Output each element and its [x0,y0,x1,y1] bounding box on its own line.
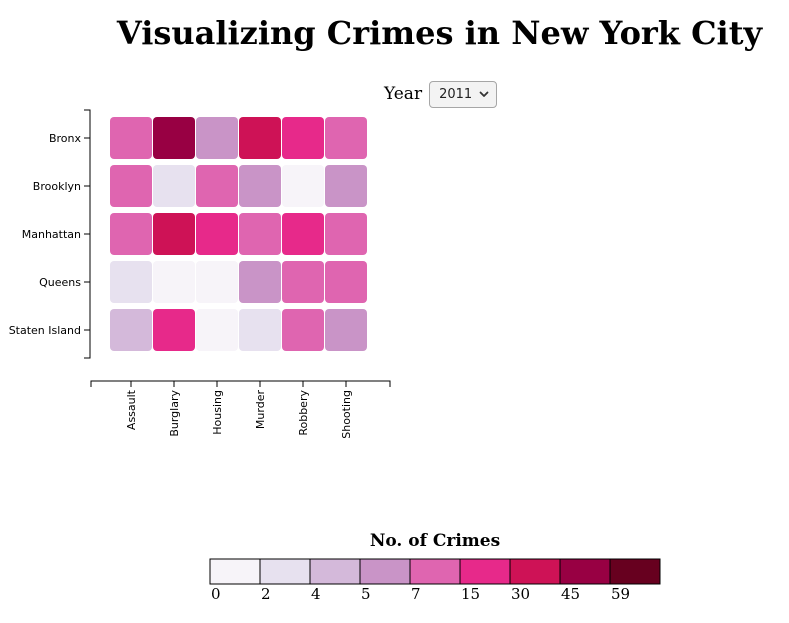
legend-label: 5 [361,585,371,603]
legend-label: 15 [461,585,480,603]
heatmap-cell [282,213,324,255]
heatmap-cell [196,117,238,159]
heatmap-cell [153,117,195,159]
legend-label: 0 [211,585,221,603]
heatmap-cell [239,261,281,303]
legend-title: No. of Crimes [369,531,501,551]
heatmap-cell [239,117,281,159]
heatmap-cell [239,213,281,255]
heatmap-cell [282,309,324,351]
page-title: Visualizing Crimes in New York City [116,14,763,52]
legend-swatch [509,558,561,585]
legend-swatch [359,558,411,585]
legend-label: 2 [261,585,271,603]
x-tick-label: Assault [125,389,138,430]
x-tick-label: Murder [254,390,267,430]
y-tick-label: Brooklyn [33,180,81,193]
x-tick-label: Housing [211,390,224,435]
y-tick-label: Staten Island [9,324,81,337]
legend-label: 4 [311,585,321,603]
heatmap-cell [325,165,367,207]
x-axis-line [90,380,391,387]
legend-label: 30 [511,585,530,603]
heatmap-cell [110,309,152,351]
legend-label: 45 [561,585,580,603]
heatmap-cell [239,309,281,351]
legend-swatch [409,558,461,585]
y-tick-label: Queens [39,276,81,289]
heatmap-cell [153,165,195,207]
legend-label: 59 [611,585,630,603]
year-filter: Year 2011 [384,80,498,108]
year-label: Year [384,84,423,104]
legend-swatch [309,558,361,585]
year-select-value: 2011 [439,86,473,102]
x-tick-label: Shooting [340,390,353,439]
x-tick-label: Robbery [297,390,310,436]
heatmap-cell [282,117,324,159]
heatmap-cell [110,261,152,303]
legend-swatch [559,558,611,585]
heatmap-cell [196,165,238,207]
legend-swatch [209,558,261,585]
heatmap-cell [196,309,238,351]
heatmap-cell [282,261,324,303]
heatmap-cell [325,213,367,255]
y-tick-label: Manhattan [22,228,81,241]
heatmap-cell [153,213,195,255]
heatmap-cell [110,213,152,255]
heatmap-cell [239,165,281,207]
heatmap-cell [196,261,238,303]
heatmap-cell [110,117,152,159]
legend-swatch [459,558,511,585]
heatmap-cell [325,261,367,303]
legend-swatch [609,558,661,585]
heatmap-cell [110,165,152,207]
chevron-down-icon [479,91,489,97]
x-tick-label: Burglary [168,390,181,437]
heatmap-cell [282,165,324,207]
legend-swatch [259,558,311,585]
heatmap-cell [153,261,195,303]
legend: 0 2 4 5 7 15 30 45 59 [209,558,661,603]
heatmap-cell [153,309,195,351]
year-select[interactable]: 2011 [429,80,498,108]
heatmap-cell [196,213,238,255]
y-tick-label: Bronx [49,132,82,145]
heatmap-cell [325,309,367,351]
heatmap-cell [325,117,367,159]
legend-label: 7 [411,585,421,603]
